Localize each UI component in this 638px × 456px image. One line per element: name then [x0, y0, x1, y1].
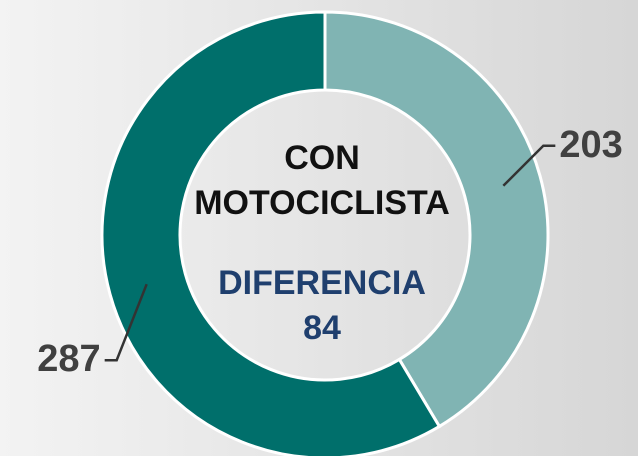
annotation: DIFERENCIA	[218, 264, 426, 302]
center-title: MOTOCICLISTA	[194, 184, 450, 222]
center-title: CON	[284, 139, 360, 177]
donut-segment	[100, 10, 442, 456]
leader-line	[502, 144, 556, 187]
data-label: 203	[559, 124, 622, 166]
data-label: 287	[37, 338, 100, 380]
donut-segment	[323, 10, 550, 429]
leader-line	[104, 283, 148, 362]
annotation-value: 84	[303, 309, 341, 347]
